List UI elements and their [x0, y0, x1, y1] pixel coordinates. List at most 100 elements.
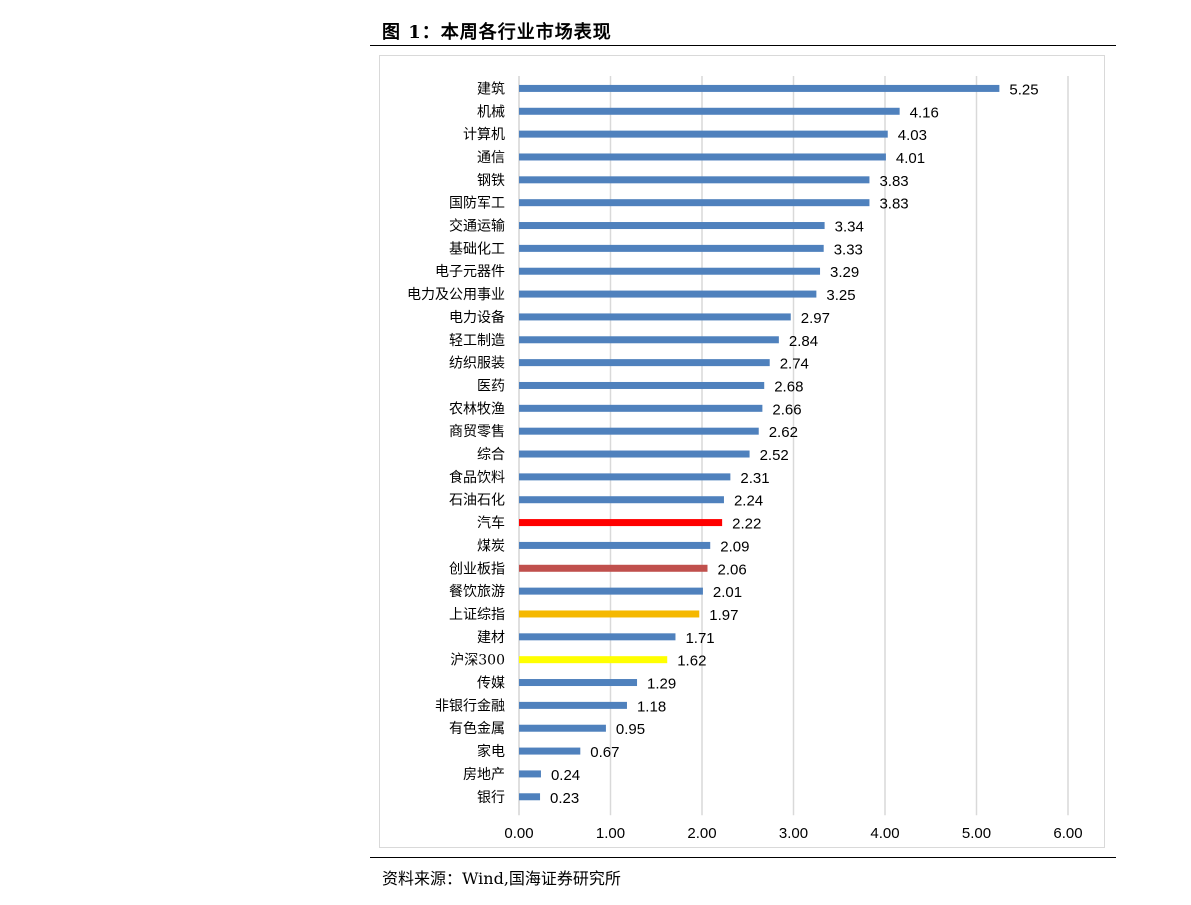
figure-title: 图 1：本周各行业市场表现	[382, 22, 612, 43]
data-label: 4.16	[910, 104, 939, 121]
data-label: 1.18	[637, 698, 666, 715]
data-label: 1.97	[709, 607, 738, 624]
category-label: 电力设备	[449, 309, 505, 326]
data-label: 0.23	[550, 790, 579, 807]
category-label: 有色金属	[449, 720, 505, 737]
data-label: 1.62	[677, 653, 706, 670]
bar	[519, 130, 888, 138]
category-label: 餐饮旅游	[449, 584, 505, 600]
data-label: 5.25	[1009, 81, 1038, 98]
data-label: 2.01	[713, 584, 742, 601]
data-label: 2.74	[780, 356, 809, 373]
bar	[519, 222, 825, 230]
category-label: 家电	[477, 743, 505, 760]
source-rule	[370, 857, 1116, 858]
category-label: 纺织服装	[449, 356, 505, 372]
bar	[519, 770, 541, 778]
source-note: 资料来源：Wind,国海证券研究所	[382, 869, 621, 888]
category-label: 医药	[477, 378, 505, 394]
bar	[519, 701, 627, 709]
x-tick-label: 6.00	[1053, 825, 1082, 842]
data-label: 3.34	[835, 219, 864, 236]
bar	[519, 564, 708, 572]
bar-chart: 0.00 1.00 2.00 3.00 4.00 5.00 6.00 建筑 5.25 机械 4.16…	[407, 76, 1083, 842]
bar	[519, 496, 724, 504]
data-label: 1.71	[685, 630, 714, 647]
x-tick-label: 1.00	[596, 825, 625, 842]
x-tick-label: 2.00	[687, 825, 716, 842]
category-label: 创业板指	[449, 561, 505, 577]
bar	[519, 679, 638, 687]
data-label: 0.67	[590, 744, 619, 761]
category-label: 国防军工	[449, 196, 505, 212]
category-label: 上证综指	[449, 607, 505, 623]
data-label: 3.83	[879, 196, 908, 213]
x-tick-label: 0.00	[504, 825, 533, 842]
data-label: 3.29	[830, 264, 859, 281]
bar	[519, 267, 821, 275]
category-label: 银行	[477, 790, 505, 806]
bar	[519, 656, 668, 664]
data-label: 1.29	[647, 676, 676, 693]
data-label: 2.97	[801, 310, 830, 327]
category-label: 传媒	[477, 676, 505, 692]
bar	[519, 724, 606, 732]
data-label: 3.83	[879, 173, 908, 190]
bar	[519, 107, 900, 115]
category-label: 石油石化	[449, 493, 505, 509]
category-label: 房地产	[463, 767, 505, 783]
data-label: 2.24	[734, 493, 763, 510]
category-label: 非银行金融	[435, 698, 505, 714]
data-label: 2.09	[720, 538, 749, 555]
category-label: 农林牧渔	[449, 401, 505, 417]
bar	[519, 541, 711, 549]
category-label: 基础化工	[449, 240, 505, 257]
bar	[519, 336, 779, 344]
category-label: 机械	[477, 104, 505, 120]
bar	[519, 199, 870, 207]
bar	[519, 633, 676, 641]
bar	[519, 244, 824, 252]
category-label: 食品饮料	[449, 469, 505, 486]
bar	[519, 313, 791, 321]
category-label: 计算机	[463, 127, 505, 143]
category-label: 建材	[477, 630, 505, 646]
category-label: 交通运输	[449, 218, 505, 235]
title-rule	[370, 45, 1116, 46]
category-label: 钢铁	[477, 173, 505, 189]
data-label: 2.52	[760, 447, 789, 464]
chart-frame: 0.00 1.00 2.00 3.00 4.00 5.00 6.00 建筑 5.25 机械 4.16…	[379, 55, 1105, 848]
bar	[519, 153, 886, 161]
x-tick-label: 4.00	[870, 825, 899, 842]
bar	[519, 176, 870, 184]
bar	[519, 290, 817, 298]
bar	[519, 587, 703, 595]
data-label: 2.22	[732, 516, 761, 533]
category-label: 汽车	[477, 515, 505, 532]
data-label: 0.24	[551, 767, 580, 784]
x-tick-label: 3.00	[779, 825, 808, 842]
category-label: 通信	[477, 150, 505, 166]
bar	[519, 359, 770, 367]
x-tick-label: 5.00	[962, 825, 991, 842]
data-label: 2.31	[740, 470, 769, 487]
category-label: 综合	[477, 447, 505, 463]
data-label: 4.01	[896, 150, 925, 167]
category-label: 电子元器件	[435, 264, 505, 280]
bar	[519, 450, 750, 458]
bar	[519, 793, 541, 801]
data-label: 2.84	[789, 333, 818, 350]
bar	[519, 427, 759, 435]
category-label: 商贸零售	[449, 424, 505, 440]
data-label: 0.95	[616, 721, 645, 738]
data-label: 3.33	[834, 241, 863, 258]
bar	[519, 84, 1000, 92]
category-label: 轻工制造	[449, 333, 505, 349]
bar	[519, 473, 731, 481]
category-label: 沪深300	[450, 653, 505, 669]
bar	[519, 381, 765, 389]
category-label: 电力及公用事业	[407, 287, 505, 303]
data-label: 3.25	[826, 287, 855, 304]
data-label: 2.66	[772, 401, 801, 418]
bar	[519, 610, 700, 618]
